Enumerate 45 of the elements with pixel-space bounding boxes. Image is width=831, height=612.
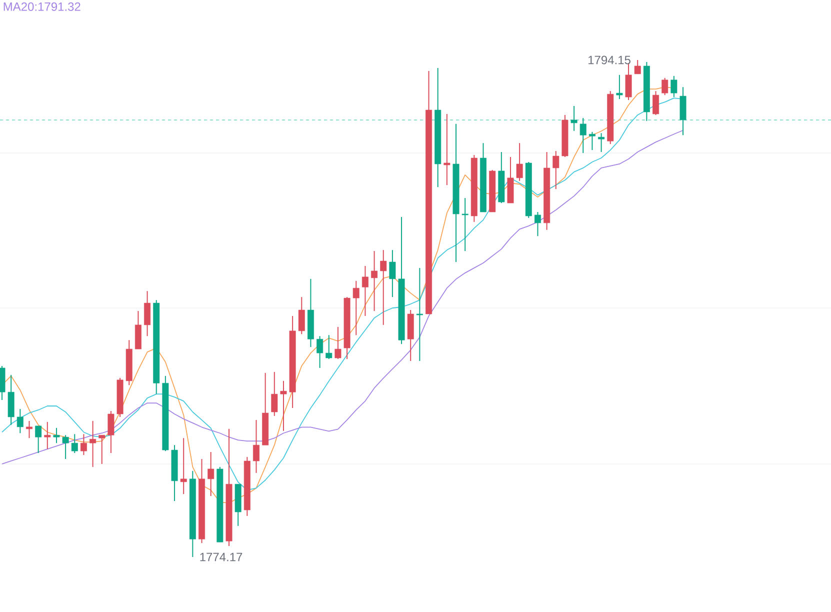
candlestick (80, 434, 87, 456)
candlestick (516, 142, 523, 182)
candlestick (71, 434, 78, 454)
candlestick (280, 380, 287, 432)
candlestick (108, 410, 114, 454)
candlestick (371, 250, 378, 312)
annotation: 1794.15 (588, 56, 630, 64)
candlestick (253, 419, 260, 474)
candlestick (180, 438, 187, 495)
candlestick (616, 74, 623, 100)
candlestick (98, 434, 106, 464)
annotation: 1774.17 (200, 552, 242, 562)
candlestick (62, 434, 69, 460)
candlestick (352, 280, 360, 336)
candlestick (16, 408, 24, 434)
candlestick (26, 420, 32, 439)
candlestick (662, 77, 668, 96)
candlestick (462, 198, 468, 252)
candlestick (326, 334, 332, 360)
text: MA20:1791.32 (4, 2, 80, 11)
candlestick (334, 326, 342, 360)
candlestick (588, 131, 596, 151)
candlestick (44, 421, 51, 450)
candlestick (570, 106, 578, 132)
candlestick (389, 250, 396, 298)
candlestick (598, 132, 605, 153)
candlestick (680, 86, 686, 136)
candlestick (316, 336, 324, 368)
candlestick (90, 420, 96, 468)
candlestick (652, 90, 660, 116)
candlestick (670, 75, 678, 98)
candlestick (634, 59, 641, 74)
candlestick (298, 296, 305, 335)
candlestick (208, 452, 214, 497)
candlestick (53, 427, 60, 444)
candlestick (271, 371, 278, 416)
candlestick (416, 267, 423, 362)
candlestick (144, 290, 151, 337)
candlestick (362, 265, 368, 316)
candlestick (534, 211, 541, 237)
candlestick (580, 117, 586, 154)
candlestick (35, 425, 42, 454)
candlestick (552, 150, 560, 190)
candlestick (380, 250, 387, 326)
candlestick (444, 113, 450, 186)
